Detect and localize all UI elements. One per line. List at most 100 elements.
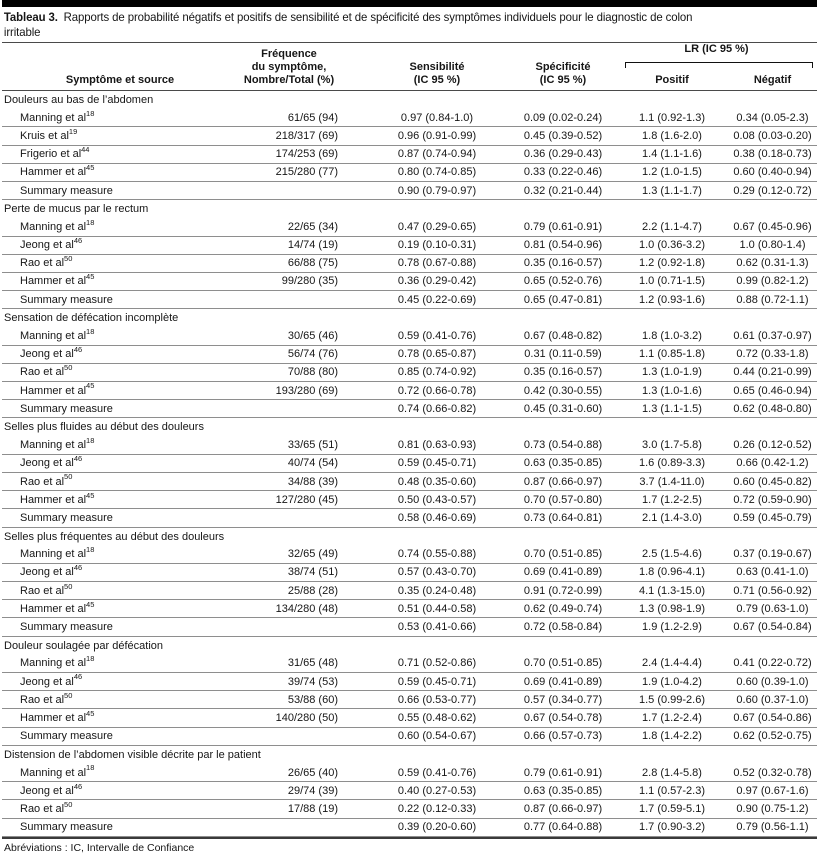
specificity-cell: 0.79 (0.61-0.91) xyxy=(523,220,603,233)
specificity-cell: 0.42 (0.30-0.55) xyxy=(523,384,603,397)
reference-superscript: 50 xyxy=(64,581,73,591)
sensitivity-cell: 0.59 (0.41-0.76) xyxy=(397,766,477,779)
sensitivity-cell: 0.50 (0.43-0.57) xyxy=(397,493,477,506)
frequency-cell: 33/65 (51) xyxy=(287,439,338,452)
sensitivity-cell: 0.45 (0.22-0.69) xyxy=(397,293,477,306)
reference-superscript: 19 xyxy=(68,126,78,136)
source-cell: Summary measure xyxy=(20,730,113,743)
lr-negative-cell: 0.29 (0.12-0.72) xyxy=(733,184,812,197)
table-row: Jeong et al46 40/74 (54) 0.59 (0.45-0.71) 0… xyxy=(2,455,817,473)
table-row: Summary measure 0.58 (0.46-0.69) 0.73 (0.6… xyxy=(2,509,817,528)
column-header-specificity: Spécificité (IC 95 %) xyxy=(535,61,591,86)
source-cell: Manning et al18 xyxy=(20,654,95,670)
lr-positive-cell: 1.7 (0.59-5.1) xyxy=(638,802,706,815)
sensitivity-cell: 0.66 (0.53-0.77) xyxy=(397,693,477,706)
symptom-section-header: Perte de mucus par le rectum xyxy=(4,203,149,216)
specificity-cell: 0.91 (0.72-0.99) xyxy=(523,584,603,597)
lr-positive-cell: 1.5 (0.99-2.6) xyxy=(638,693,706,706)
source-cell: Manning et al18 xyxy=(20,108,95,124)
reference-superscript: 44 xyxy=(81,145,90,154)
sensitivity-cell: 0.19 (0.10-0.31) xyxy=(397,239,477,252)
source-cell: Jeong et al46 xyxy=(20,345,83,361)
lr-positive-cell: 1.1 (0.57-2.3) xyxy=(638,784,706,797)
lr-positive-cell: 1.0 (0.36-3.2) xyxy=(638,239,706,252)
table-bottom-rule xyxy=(2,836,817,839)
table-row: Rao et al50 34/88 (39) 0.48 (0.35-0.60) 0.8… xyxy=(2,472,817,492)
lr-negative-cell: 0.65 (0.46-0.94) xyxy=(733,384,812,397)
lr-negative-cell: 0.60 (0.45-0.82) xyxy=(733,475,812,488)
source-cell: Rao et al50 xyxy=(20,472,73,488)
lr-positive-cell: 1.2 (0.92-1.8) xyxy=(638,257,706,270)
reference-superscript: 18 xyxy=(86,654,95,664)
lr-negative-cell: 0.61 (0.37-0.97) xyxy=(733,330,812,343)
source-cell: Summary measure xyxy=(20,511,113,524)
reference-superscript: 45 xyxy=(86,272,95,282)
lr-negative-cell: 0.08 (0.03-0.20) xyxy=(733,129,812,142)
lr-positive-cell: 4.1 (1.3-15.0) xyxy=(638,584,706,597)
table-row: Summary measure 0.53 (0.41-0.66) 0.72 (0.5… xyxy=(2,618,817,637)
table-row: Rao et al50 25/88 (28) 0.35 (0.24-0.48) 0.9… xyxy=(2,581,817,601)
sensitivity-cell: 0.39 (0.20-0.60) xyxy=(397,821,477,834)
table-row: Frigerio et al44 174/253 (69) 0.87 (0.74-0… xyxy=(2,146,817,164)
reference-superscript: 18 xyxy=(86,326,95,336)
frequency-cell: 30/65 (46) xyxy=(287,330,338,343)
reference-superscript: 18 xyxy=(86,763,95,773)
lr-positive-cell: 2.8 (1.4-5.8) xyxy=(642,766,702,779)
lr-negative-cell: 0.66 (0.42-1.2) xyxy=(736,457,809,470)
lr-positive-cell: 1.3 (1.1-1.7) xyxy=(642,184,702,197)
sensitivity-cell: 0.48 (0.35-0.60) xyxy=(397,475,477,488)
sensitivity-cell: 0.53 (0.41-0.66) xyxy=(397,621,477,634)
reference-superscript: 50 xyxy=(64,690,73,700)
sensitivity-cell: 0.87 (0.74-0.94) xyxy=(397,148,477,161)
lr-positive-cell: 1.8 (0.96-4.1) xyxy=(638,566,706,579)
reference-superscript: 45 xyxy=(86,708,95,718)
lr-positive-cell: 1.7 (0.90-3.2) xyxy=(638,821,706,834)
lr-column-group: LR (IC 95 %) Positif Négatif xyxy=(616,41,817,90)
sensitivity-cell: 0.60 (0.54-0.67) xyxy=(397,730,477,743)
lr-positive-cell: 1.8 (1.6-2.0) xyxy=(642,129,702,142)
specificity-cell: 0.57 (0.34-0.77) xyxy=(523,693,603,706)
source-cell: Hammer et al45 xyxy=(20,272,95,288)
frequency-cell: 14/74 (19) xyxy=(287,239,338,252)
table-row: Rao et al50 17/88 (19) 0.22 (0.12-0.33) 0.8… xyxy=(2,800,817,819)
frequency-cell: 174/253 (69) xyxy=(275,148,338,161)
source-cell: Manning et al18 xyxy=(20,545,95,561)
table-row: Hammer et al45 193/280 (69) 0.72 (0.66-0.7… xyxy=(2,381,817,401)
source-cell: Hammer et al45 xyxy=(20,381,95,397)
source-cell: Jeong et al46 xyxy=(20,781,83,797)
lr-negative-cell: 0.34 (0.05-2.3) xyxy=(736,111,809,124)
lr-negative-cell: 0.52 (0.32-0.78) xyxy=(733,766,812,779)
specificity-cell: 0.77 (0.64-0.88) xyxy=(523,821,603,834)
table-row: Rao et al50 53/88 (60) 0.66 (0.53-0.77) 0.5… xyxy=(2,690,817,710)
table-title: Tableau 3. Rapports de probabilité négati… xyxy=(2,10,776,40)
table-top-rule xyxy=(2,0,817,7)
sensitivity-cell: 0.85 (0.74-0.92) xyxy=(397,366,477,379)
table-body: Douleurs au bas de l’abdomen Manning et a… xyxy=(2,91,817,837)
source-cell: Hammer et al45 xyxy=(20,708,95,724)
lr-negative-cell: 0.97 (0.67-1.6) xyxy=(736,784,809,797)
specificity-cell: 0.63 (0.35-0.85) xyxy=(523,457,603,470)
table-row: Summary measure 0.45 (0.22-0.69) 0.65 (0.4… xyxy=(2,291,817,310)
table-row: Manning et al18 33/65 (51) 0.81 (0.63-0.93… xyxy=(2,437,817,455)
sensitivity-cell: 0.72 (0.66-0.78) xyxy=(397,384,477,397)
specificity-cell: 0.09 (0.02-0.24) xyxy=(523,111,603,124)
source-cell: Manning et al18 xyxy=(20,217,95,233)
lr-positive-cell: 2.4 (1.4-4.4) xyxy=(642,657,702,670)
source-cell: Hammer et al45 xyxy=(20,490,95,506)
lr-negative-cell: 0.41 (0.22-0.72) xyxy=(733,657,812,670)
reference-superscript: 18 xyxy=(86,436,95,445)
symptom-section-header: Douleurs au bas de l’abdomen xyxy=(4,94,154,107)
reference-superscript: 46 xyxy=(73,345,83,355)
column-header-sensitivity: Sensibilité (IC 95 %) xyxy=(409,61,465,86)
table-row: Manning et al18 22/65 (34) 0.47 (0.29-0.65… xyxy=(2,217,817,237)
frequency-cell: 218/317 (69) xyxy=(275,129,338,142)
lr-group-bracket xyxy=(625,62,813,68)
lr-positive-cell: 2.5 (1.5-4.6) xyxy=(642,548,702,561)
lr-positive-cell: 1.1 (0.85-1.8) xyxy=(638,348,706,361)
lr-negative-cell: 0.71 (0.56-0.92) xyxy=(733,584,812,597)
reference-superscript: 46 xyxy=(73,781,83,791)
reference-superscript: 50 xyxy=(64,472,73,482)
frequency-cell: 25/88 (28) xyxy=(287,584,338,597)
reference-superscript: 46 xyxy=(73,454,83,464)
table-row: Hammer et al45 134/280 (48) 0.51 (0.44-0.5… xyxy=(2,600,817,619)
